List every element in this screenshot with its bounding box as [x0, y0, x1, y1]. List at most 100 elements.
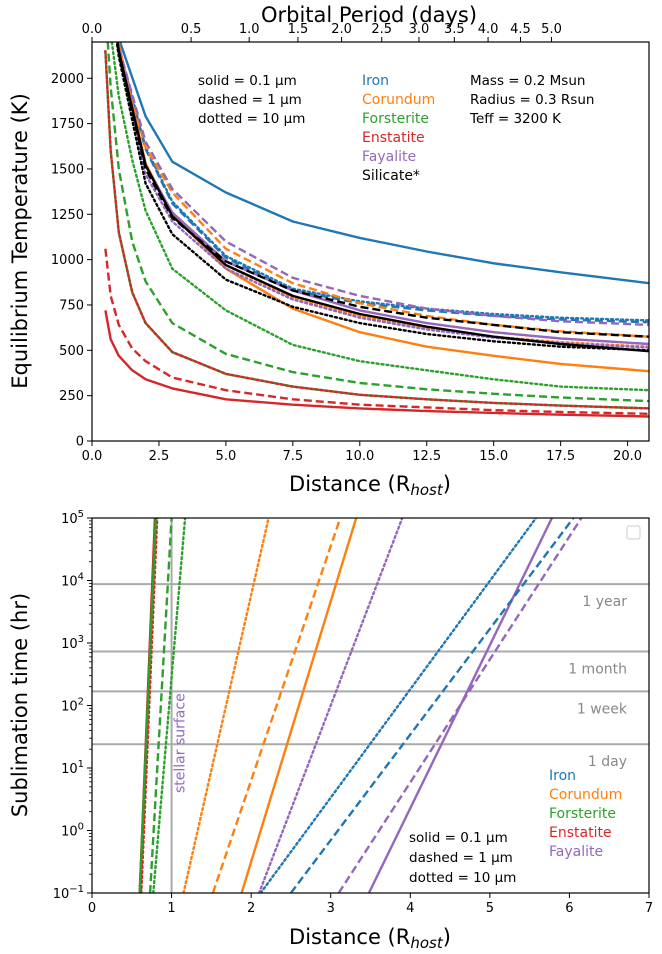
temperature-y-ticks: 0 250 500 750 1000 1250 1500 1750 2000: [51, 72, 92, 450]
star-params: Mass = 0.2 Msun Radius = 0.3 Rsun Teff =…: [469, 73, 594, 127]
x-tick-label: 3: [327, 901, 335, 916]
y-tick-label: 103: [61, 634, 84, 652]
y-tick-label: 1750: [51, 117, 84, 132]
style-note-dotted-2: dotted = 10 μm: [409, 870, 516, 886]
x-tick-label: 10.0: [345, 449, 374, 464]
y-tick-label: 500: [59, 344, 84, 359]
legend-enstatite: Enstatite: [362, 130, 425, 146]
top-tick-label: 4.0: [478, 22, 499, 37]
sublimation-x-axis-title: Distance (Rhost): [289, 925, 451, 952]
legend-fayalite: Fayalite: [549, 844, 603, 860]
legend-corundum: Corundum: [362, 92, 435, 108]
style-note-bottom: solid = 0.1 μm dashed = 1 μm dotted = 10…: [409, 830, 516, 886]
top-tick-label: 3.0: [409, 22, 430, 37]
line-fayalite-solid: [367, 518, 553, 893]
hline-label-1-month: 1 month: [568, 662, 627, 678]
legend-enstatite: Enstatite: [549, 825, 612, 841]
line-forsterite-solid: [138, 518, 157, 893]
line-corundum-dashed: [211, 518, 342, 893]
style-note-dotted: dotted = 10 μm: [198, 111, 305, 127]
legend-fayalite: Fayalite: [362, 149, 416, 165]
line-corundum-solid: [240, 518, 358, 893]
top-tick-label: 4.5: [510, 22, 531, 37]
temperature-x-axis-title: Distance (Rhost): [289, 472, 451, 499]
legend-forsterite: Forsterite: [549, 806, 616, 822]
top-tick-label: 3.5: [444, 22, 465, 37]
top-tick-label: 1.5: [288, 22, 309, 37]
sublimation-legend: Iron Corundum Forsterite Enstatite Fayalite: [549, 768, 622, 860]
x-tick-label: 5: [486, 901, 494, 916]
top-tick-label: 5.0: [541, 22, 562, 37]
stellar-surface-label: stellar surface: [173, 693, 189, 793]
line-forsterite-dashed: [148, 518, 173, 893]
star-radius: Radius = 0.3 Rsun: [470, 92, 594, 108]
y-tick-label: 2000: [51, 72, 84, 87]
star-teff: Teff = 3200 K: [469, 111, 562, 127]
top-tick-label: 2.5: [371, 22, 392, 37]
line-fayalite-dotted: [257, 518, 404, 893]
y-tick-label: 100: [61, 822, 84, 840]
x-tick-label: 0.0: [82, 449, 103, 464]
top-tick-label: 1.0: [239, 22, 260, 37]
y-tick-label: 0: [76, 435, 84, 450]
top-x-axis-title: Orbital Period (days): [261, 3, 477, 27]
y-tick-label: 250: [59, 389, 84, 404]
x-tick-label: 20.0: [613, 449, 642, 464]
orbital-period-ticks: 0.0 0.5 1.0 1.5 2.0 2.5 3.0 3.5 4.0 4.5 5.0: [82, 22, 562, 42]
style-note-solid: solid = 0.1 μm: [198, 73, 297, 89]
x-tick-label: 1: [167, 901, 175, 916]
x-tick-label: 5.0: [216, 449, 237, 464]
hline-label-1-year: 1 year: [582, 594, 627, 610]
y-tick-label: 1250: [51, 208, 84, 223]
line-silicate-dashed: [116, 42, 649, 338]
x-tick-label: 15.0: [479, 449, 508, 464]
sublimation-plot-area: [138, 518, 583, 893]
line-fayalite-dashed: [116, 42, 649, 327]
legend-silicate: Silicate*: [362, 168, 420, 184]
line-enstatite-dotted: [104, 49, 649, 410]
line-forsterite-dashed: [106, 42, 649, 403]
y-tick-label: 750: [59, 298, 84, 313]
x-tick-label: 7.5: [282, 449, 303, 464]
temperature-x-ticks: 0.0 2.5 5.0 7.5 10.0 12.5 15.0 17.5 20.0: [82, 441, 642, 464]
style-note-dashed-2: dashed = 1 μm: [409, 850, 513, 866]
y-tick-label: 101: [61, 759, 84, 777]
temperature-y-axis-title: Equilibrium Temperature (K): [8, 93, 32, 389]
temperature-legend: Iron Corundum Forsterite Enstatite Fayalite S…: [362, 73, 435, 184]
y-tick-label: 102: [61, 697, 84, 715]
x-tick-label: 4: [406, 901, 414, 916]
top-tick-label: 0.5: [181, 22, 202, 37]
sublimation-y-axis-title: Sublimation time (hr): [8, 593, 32, 817]
temperature-plot-frame: [91, 41, 650, 442]
legend-iron: Iron: [549, 768, 576, 784]
x-tick-label: 6: [565, 901, 573, 916]
x-tick-label: 7: [645, 901, 653, 916]
top-tick-label: 0.0: [82, 22, 103, 37]
line-enstatite-solid: [104, 310, 649, 418]
x-tick-label: 2.5: [149, 449, 170, 464]
line-forsterite-dotted: [110, 42, 649, 392]
line-iron-solid: [118, 42, 649, 285]
temperature-plot-area: [104, 42, 649, 418]
legend-corundum: Corundum: [549, 787, 622, 803]
line-corundum-solid: [117, 42, 649, 373]
y-tick-label: 105: [61, 509, 84, 527]
line-forsterite-dotted: [152, 518, 187, 893]
line-enstatite-dotted: [140, 518, 159, 893]
x-tick-label: 17.5: [546, 449, 575, 464]
y-tick-label: 10−1: [53, 884, 84, 902]
sublimation-y-ticks: 10−1 100 101 102 103 104 105: [53, 509, 92, 902]
y-tick-label: 104: [61, 572, 84, 590]
x-tick-label: 12.5: [412, 449, 441, 464]
style-note-solid-2: solid = 0.1 μm: [409, 830, 508, 846]
x-tick-label: 2: [247, 901, 255, 916]
star-mass: Mass = 0.2 Msun: [470, 73, 585, 89]
sublimation-x-ticks: 0 1 2 3 4 5 6 7: [88, 893, 653, 916]
temperature-panel: Orbital Period (days) 0.0 2.5 5.0 7.5 10.0 12…: [8, 3, 650, 499]
line-iron-dashed: [289, 518, 575, 893]
y-tick-label: 1000: [51, 253, 84, 268]
x-tick-label: 0: [88, 901, 96, 916]
line-iron-dotted: [259, 518, 538, 893]
